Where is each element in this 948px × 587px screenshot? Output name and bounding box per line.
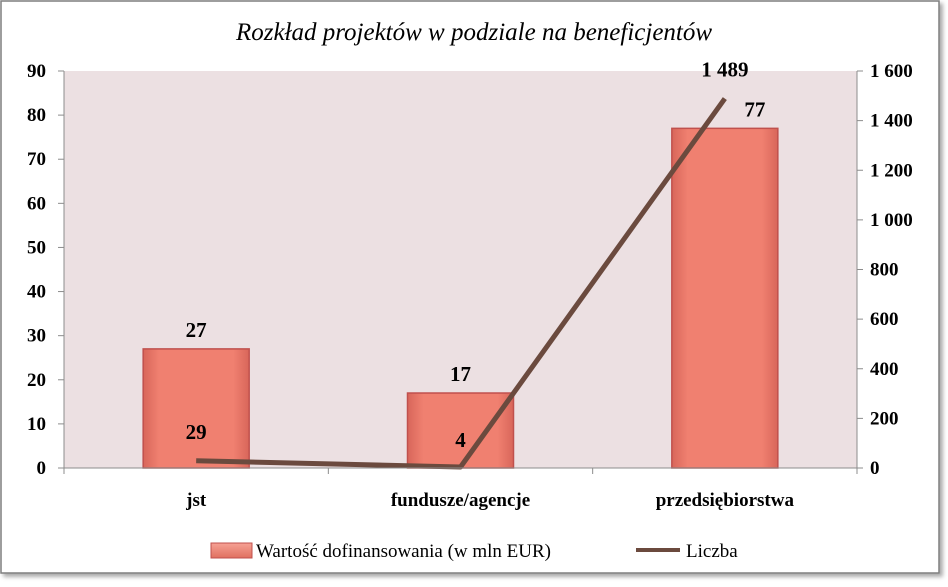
legend-bar-swatch (211, 543, 252, 558)
left-tick-label: 10 (27, 414, 46, 435)
right-tick-label: 1 600 (870, 61, 913, 82)
right-tick-label: 0 (870, 458, 880, 479)
right-tick-label: 200 (870, 408, 899, 429)
left-tick-label: 20 (27, 370, 46, 391)
right-tick-label: 600 (870, 309, 899, 330)
bar-value-label: 27 (186, 318, 207, 342)
left-tick-label: 0 (37, 458, 47, 479)
right-tick-label: 800 (870, 260, 899, 281)
bar-value-label: 17 (450, 362, 471, 386)
left-tick-label: 30 (27, 326, 46, 347)
category-label: fundusze/agencje (391, 490, 530, 511)
left-tick-label: 60 (27, 193, 46, 214)
left-tick-label: 80 (27, 105, 46, 126)
right-tick-label: 1 200 (870, 160, 913, 181)
legend-bar-label: Wartość dofinansowania (w mln EUR) (256, 541, 551, 562)
bar-value-label: 77 (744, 97, 765, 121)
line-value-label: 4 (455, 428, 466, 452)
right-tick-label: 400 (870, 359, 899, 380)
category-label: jst (185, 490, 207, 511)
line-value-label: 29 (186, 420, 207, 444)
legend-line-label: Liczba (686, 541, 738, 562)
bar (143, 349, 249, 468)
category-label: przedsiębiorstwa (656, 490, 795, 511)
bar (672, 128, 778, 468)
left-tick-label: 40 (27, 282, 46, 303)
left-tick-label: 50 (27, 237, 46, 258)
right-tick-label: 1 000 (870, 210, 913, 231)
right-tick-label: 1 400 (870, 111, 913, 132)
chart-title: Rozkład projektów w podziale na beneficj… (235, 19, 712, 46)
line-value-label: 1 489 (701, 58, 748, 82)
left-tick-label: 70 (27, 149, 46, 170)
left-tick-label: 90 (27, 61, 46, 82)
